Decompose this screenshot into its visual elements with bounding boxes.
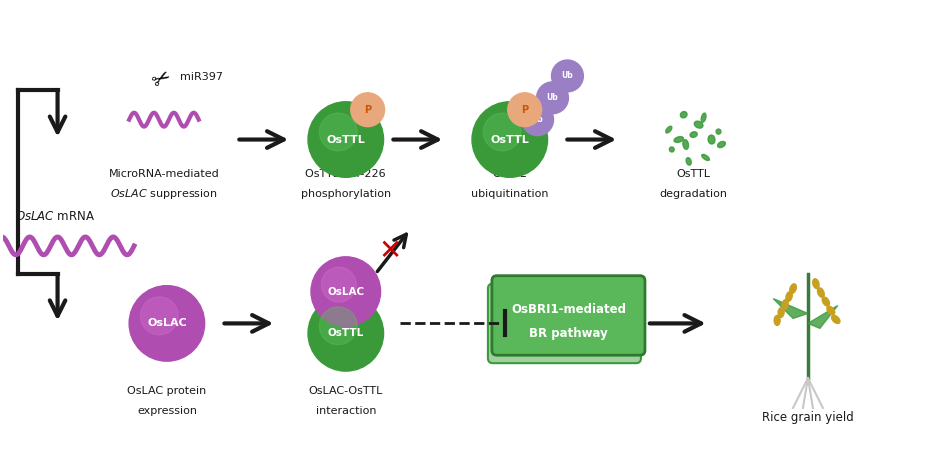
Ellipse shape xyxy=(827,306,835,315)
Polygon shape xyxy=(773,299,808,318)
Text: miR397: miR397 xyxy=(179,72,223,82)
Text: phosphorylation: phosphorylation xyxy=(301,189,391,199)
Text: Ub: Ub xyxy=(531,115,544,124)
Circle shape xyxy=(508,93,542,127)
Polygon shape xyxy=(808,306,838,328)
Ellipse shape xyxy=(683,140,689,149)
Text: Rice grain yield: Rice grain yield xyxy=(762,411,854,424)
Circle shape xyxy=(311,257,381,326)
Text: interaction: interaction xyxy=(315,406,376,416)
Ellipse shape xyxy=(774,316,780,326)
FancyBboxPatch shape xyxy=(488,284,641,363)
Text: $\it{OsLAC}$ suppression: $\it{OsLAC}$ suppression xyxy=(110,187,217,201)
Text: ubiquitination: ubiquitination xyxy=(471,189,549,199)
Circle shape xyxy=(320,307,357,345)
Ellipse shape xyxy=(701,113,706,122)
Circle shape xyxy=(308,102,383,178)
Text: OsBRI1-mediated: OsBRI1-mediated xyxy=(511,303,626,316)
Text: ✂: ✂ xyxy=(149,67,175,93)
Text: OsTTL: OsTTL xyxy=(491,134,530,144)
Ellipse shape xyxy=(680,112,687,118)
Ellipse shape xyxy=(831,316,840,323)
Text: OsLAC: OsLAC xyxy=(327,286,364,296)
Ellipse shape xyxy=(822,297,829,306)
FancyBboxPatch shape xyxy=(492,276,645,355)
Text: $\it{OsLAC}$ mRNA: $\it{OsLAC}$ mRNA xyxy=(15,210,95,222)
Circle shape xyxy=(483,113,521,151)
Text: ✕: ✕ xyxy=(379,237,401,265)
Ellipse shape xyxy=(686,158,691,165)
Circle shape xyxy=(536,82,568,114)
Text: OsTTL: OsTTL xyxy=(327,328,363,338)
Text: OsTTL Ser-226: OsTTL Ser-226 xyxy=(306,169,386,179)
Ellipse shape xyxy=(666,126,672,133)
Circle shape xyxy=(129,286,205,361)
Text: OsLAC-OsTTL: OsLAC-OsTTL xyxy=(308,386,383,396)
Ellipse shape xyxy=(782,300,789,310)
Text: expression: expression xyxy=(137,406,196,416)
Ellipse shape xyxy=(786,292,792,301)
Ellipse shape xyxy=(674,137,683,143)
Circle shape xyxy=(140,297,178,335)
Text: OsLAC protein: OsLAC protein xyxy=(127,386,207,396)
Text: OsTTL: OsTTL xyxy=(677,169,711,179)
Text: degradation: degradation xyxy=(660,189,728,199)
Circle shape xyxy=(522,104,553,136)
Ellipse shape xyxy=(701,154,710,160)
Ellipse shape xyxy=(778,307,784,317)
Text: Ub: Ub xyxy=(562,71,573,80)
Text: OsLAC: OsLAC xyxy=(147,318,187,328)
Ellipse shape xyxy=(817,288,825,297)
Text: Ub: Ub xyxy=(547,93,558,102)
Ellipse shape xyxy=(695,121,703,128)
Ellipse shape xyxy=(669,147,674,152)
Text: P: P xyxy=(521,105,529,115)
Ellipse shape xyxy=(708,135,715,144)
Ellipse shape xyxy=(717,142,725,148)
Circle shape xyxy=(472,102,548,178)
Text: P: P xyxy=(364,105,371,115)
Circle shape xyxy=(551,60,584,92)
Ellipse shape xyxy=(716,129,721,134)
Text: OsTTL: OsTTL xyxy=(326,134,365,144)
Circle shape xyxy=(320,113,357,151)
Text: MicroRNA-mediated: MicroRNA-mediated xyxy=(108,169,219,179)
Ellipse shape xyxy=(812,279,819,288)
Circle shape xyxy=(308,296,383,371)
Text: OsTTL: OsTTL xyxy=(493,169,527,179)
Ellipse shape xyxy=(790,284,796,293)
Circle shape xyxy=(351,93,384,127)
Circle shape xyxy=(322,267,356,302)
Text: BR pathway: BR pathway xyxy=(529,327,607,340)
Ellipse shape xyxy=(690,132,698,138)
